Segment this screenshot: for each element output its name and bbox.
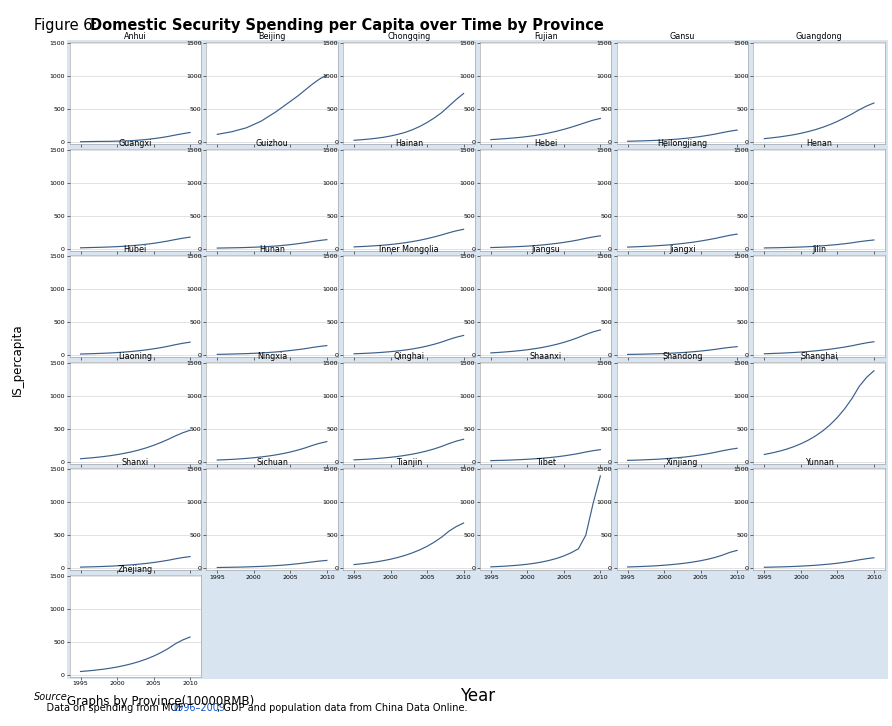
Title: Shanghai: Shanghai (800, 352, 838, 361)
Text: IS_percapita: IS_percapita (12, 323, 24, 396)
Text: Data on spending from MOF: Data on spending from MOF (34, 703, 186, 713)
Title: Heilongjiang: Heilongjiang (657, 139, 707, 148)
Title: Ningxia: Ningxia (257, 352, 287, 361)
Text: Graphs by Province(10000RMB): Graphs by Province(10000RMB) (67, 695, 254, 708)
Title: Zhejiang: Zhejiang (118, 565, 153, 574)
Title: Qinghai: Qinghai (393, 352, 425, 361)
Title: Hubei: Hubei (124, 245, 147, 254)
Text: Domestic Security Spending per Capita over Time by Province: Domestic Security Spending per Capita ov… (90, 18, 604, 33)
Title: Liaoning: Liaoning (119, 352, 153, 361)
Title: Gansu: Gansu (670, 33, 695, 41)
Title: Jiangsu: Jiangsu (532, 245, 560, 254)
Title: Xinjiang: Xinjiang (666, 458, 698, 468)
Title: Hebei: Hebei (534, 139, 558, 148)
Title: Chongqing: Chongqing (387, 33, 431, 41)
Title: Guangdong: Guangdong (796, 33, 842, 41)
Title: Shaanxi: Shaanxi (530, 352, 562, 361)
Title: Guizhou: Guizhou (256, 139, 288, 148)
Text: Year: Year (459, 687, 495, 704)
Title: Guangxi: Guangxi (119, 139, 152, 148)
Title: Tianjin: Tianjin (396, 458, 422, 468)
Text: Source:: Source: (34, 692, 70, 702)
Title: Hunan: Hunan (259, 245, 285, 254)
Title: Beijing: Beijing (259, 33, 285, 41)
Text: 1996–2009: 1996–2009 (172, 703, 227, 713)
Title: Jilin: Jilin (812, 245, 826, 254)
Title: Shanxi: Shanxi (121, 458, 149, 468)
Text: ; GDP and population data from China Data Online.: ; GDP and population data from China Dat… (217, 703, 467, 713)
Title: Jiangxi: Jiangxi (669, 245, 696, 254)
Title: Anhui: Anhui (124, 33, 146, 41)
Title: Shandong: Shandong (662, 352, 703, 361)
Title: Sichuan: Sichuan (256, 458, 288, 468)
Text: Figure 6:: Figure 6: (34, 18, 102, 33)
Title: Henan: Henan (806, 139, 832, 148)
Title: Fujian: Fujian (533, 33, 558, 41)
Title: Hainan: Hainan (395, 139, 423, 148)
Title: Yunnan: Yunnan (805, 458, 834, 468)
Title: Inner Mongolia: Inner Mongolia (379, 245, 439, 254)
Title: Tibet: Tibet (535, 458, 556, 468)
